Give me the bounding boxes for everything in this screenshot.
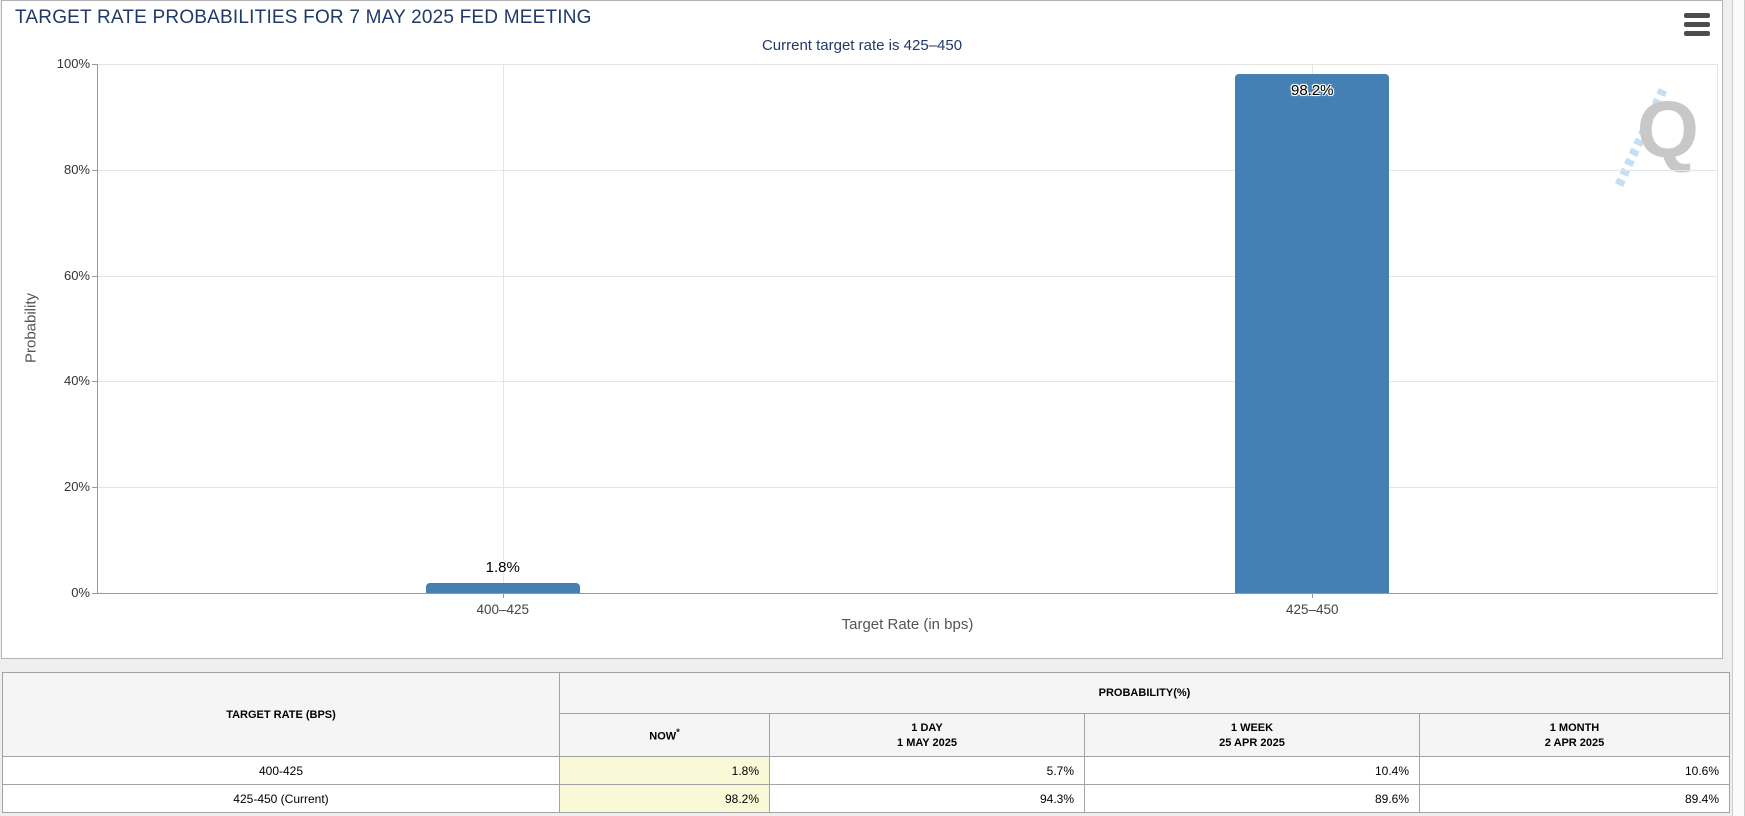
hamburger-menu-icon[interactable] [1684,13,1710,36]
cell-1week: 89.6% [1084,784,1420,813]
col-header-target-rate: TARGET RATE (BPS) [2,672,560,757]
cell-rate: 425-450 (Current) [2,784,560,813]
bar-value-label: 1.8% [485,559,520,577]
table-header-row-periods: NOW* 1 DAY 1 MAY 2025 1 WEEK 25 APR 2025 1… [3,713,1730,757]
y-tick-mark [92,275,97,277]
x-tick-mark [1312,593,1314,598]
y-tick-label: 40% [63,373,90,389]
plot-area: Q 1.8% 400–425 98.2% 425–450 [97,64,1718,617]
gridline [98,487,1717,489]
gridline [98,275,1717,277]
y-tick-label: 0% [71,585,90,600]
table-row: 425-450 (Current) 98.2% 94.3% 89.6% 89.4… [2,784,1730,813]
y-tick-mark [92,169,97,171]
menu-bar [1684,31,1710,36]
gridline [502,64,504,593]
x-axis-title: Target Rate (in bps) [841,616,974,633]
x-tick-label: 425–450 [1285,602,1339,617]
chart-title: TARGET RATE PROBABILITIES FOR 7 MAY 2025… [15,7,592,28]
vertical-scrollbar[interactable] [1732,0,1745,816]
menu-bar [1684,22,1710,27]
cell-1month: 89.4% [1419,784,1730,813]
y-tick-mark [92,593,97,594]
table-row: 400-425 1.8% 5.7% 10.4% 10.6% [2,756,1730,785]
gridline [98,381,1717,383]
cell-rate: 400-425 [2,756,560,785]
quikstrike-watermark: Q [1612,74,1707,194]
menu-bar [1684,13,1710,18]
y-tick-label: 100% [56,56,90,71]
y-tick-mark [92,64,97,65]
probability-bar[interactable] [425,583,580,593]
gridline [98,64,1717,65]
col-header-now: NOW* [559,713,770,757]
y-tick-mark [92,487,97,489]
y-tick-label: 80% [63,161,90,177]
x-tick-mark [502,593,504,598]
probability-table: TARGET RATE (BPS) PROBABILITY(%) NOW* 1 … [2,672,1730,813]
col-header-1month: 1 MONTH 2 APR 2025 [1419,713,1730,757]
cell-1week: 10.4% [1084,756,1420,785]
col-group-header-probability: PROBABILITY(%) [559,672,1730,714]
col-header-1week: 1 WEEK 25 APR 2025 [1084,713,1420,757]
gridline [98,169,1717,171]
cell-now: 98.2% [559,784,770,813]
y-tick-label: 60% [63,267,90,283]
x-tick-label: 400–425 [476,602,530,617]
chart-panel: TARGET RATE PROBABILITIES FOR 7 MAY 2025… [1,0,1723,659]
cell-1day: 5.7% [769,756,1085,785]
table-header-row-group: TARGET RATE (BPS) PROBABILITY(%) [2,672,1730,757]
probability-bar[interactable] [1235,73,1390,593]
cell-1month: 10.6% [1419,756,1730,785]
y-tick-mark [92,381,97,383]
bar-value-label: 98.2% [1290,81,1334,99]
col-header-1day: 1 DAY 1 MAY 2025 [769,713,1085,757]
watermark-q-icon: Q [1636,85,1699,174]
y-axis-title: Probability [22,292,40,364]
cell-1day: 94.3% [769,784,1085,813]
cell-now: 1.8% [559,756,770,785]
y-tick-label: 20% [63,479,90,495]
chart-subtitle: Current target rate is 425–450 [761,37,963,54]
